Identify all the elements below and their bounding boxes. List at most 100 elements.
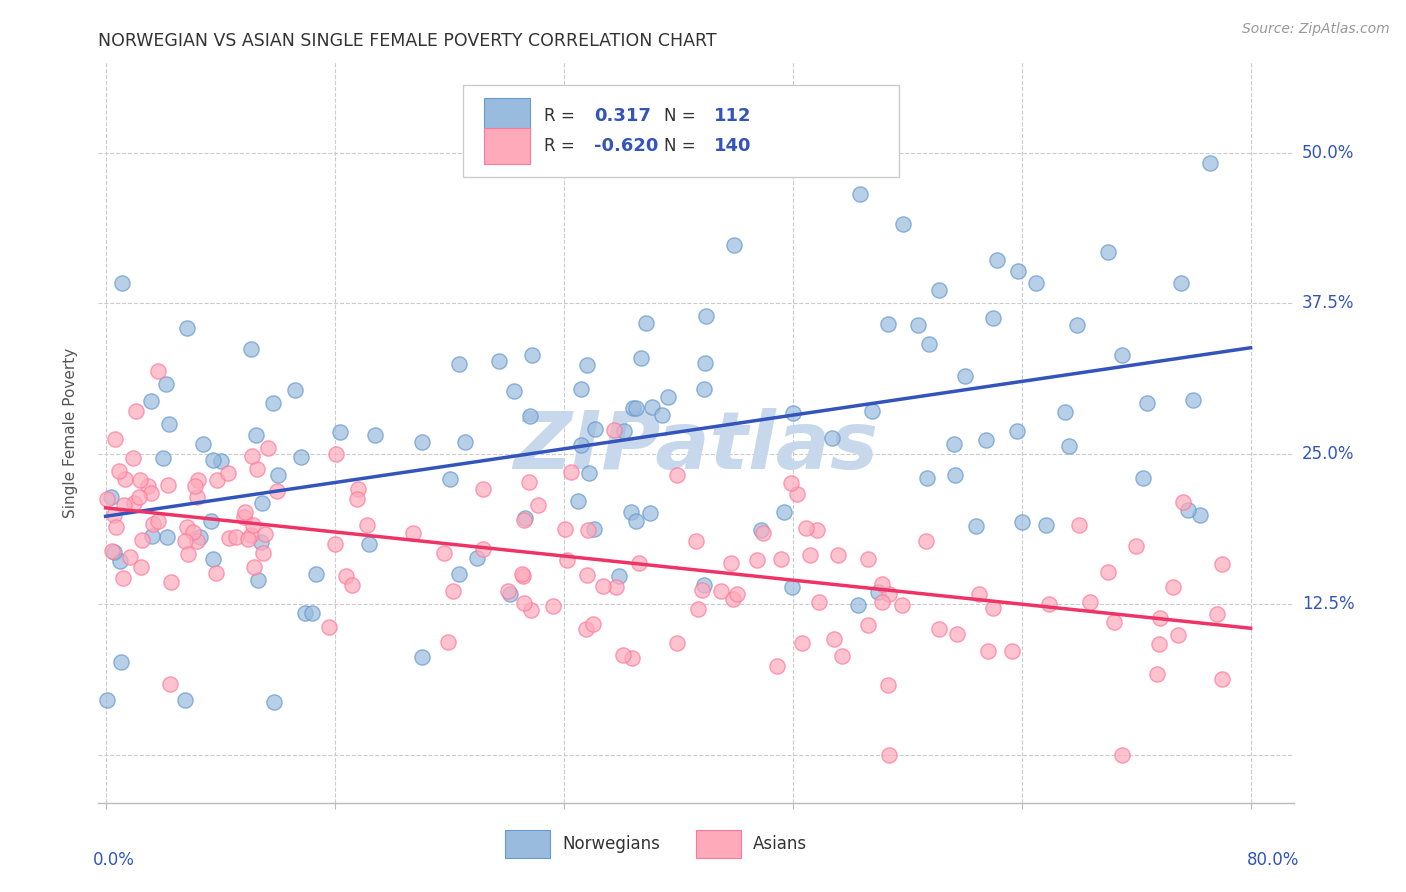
Point — [620, 650, 643, 665]
Point — [188, 531, 211, 545]
Point — [603, 424, 626, 438]
Point — [128, 491, 150, 505]
Point — [693, 578, 716, 592]
Point — [242, 518, 264, 533]
Point — [1199, 156, 1222, 170]
Text: 112: 112 — [714, 107, 751, 125]
Point — [1035, 518, 1057, 533]
Point — [111, 276, 134, 290]
Point — [630, 351, 652, 365]
Point — [1135, 396, 1157, 410]
Point — [176, 520, 198, 534]
Point — [346, 491, 368, 506]
Text: Norwegians: Norwegians — [562, 835, 659, 853]
Text: 50.0%: 50.0% — [1302, 144, 1354, 161]
Point — [512, 568, 534, 582]
Point — [138, 479, 160, 493]
Point — [946, 627, 969, 641]
Point — [770, 552, 793, 566]
Point — [641, 400, 664, 414]
Point — [943, 467, 966, 482]
Point — [96, 692, 118, 706]
Point — [204, 566, 226, 581]
Point — [1066, 318, 1088, 332]
Point — [112, 498, 135, 512]
Point — [411, 434, 433, 449]
Point — [690, 583, 713, 598]
Bar — [485, 128, 530, 164]
Point — [181, 525, 204, 540]
Point — [620, 505, 643, 519]
Point — [790, 636, 813, 650]
Point — [156, 478, 179, 492]
Point — [512, 513, 534, 527]
Point — [465, 550, 488, 565]
Point — [1111, 348, 1133, 362]
Point — [799, 548, 821, 562]
Point — [974, 433, 997, 447]
Point — [202, 453, 225, 467]
Point — [449, 357, 471, 371]
Point — [290, 450, 312, 464]
Point — [1007, 264, 1029, 278]
Point — [152, 450, 174, 465]
Point — [141, 394, 163, 409]
Point — [1211, 557, 1233, 571]
Point — [124, 496, 146, 510]
Point — [915, 471, 938, 485]
Point — [876, 678, 898, 692]
Point — [831, 649, 853, 664]
Point — [877, 747, 900, 762]
Point — [856, 552, 879, 566]
Point — [624, 514, 647, 528]
Point — [139, 486, 162, 500]
Point — [780, 476, 803, 491]
Point — [749, 523, 772, 537]
Point — [607, 569, 630, 583]
Point — [245, 427, 267, 442]
Point — [581, 617, 603, 632]
Point — [104, 520, 127, 534]
Point — [747, 553, 769, 567]
Point — [1097, 245, 1119, 260]
Point — [624, 401, 647, 415]
Point — [503, 384, 526, 398]
Point — [129, 559, 152, 574]
Point — [640, 506, 662, 520]
Point — [578, 466, 600, 480]
Point — [827, 548, 849, 562]
Point — [567, 494, 589, 508]
Point — [1053, 405, 1076, 419]
Point — [496, 583, 519, 598]
Point — [1132, 471, 1154, 485]
Point — [915, 533, 938, 548]
Point — [257, 442, 280, 456]
Point — [977, 643, 1000, 657]
Point — [411, 650, 433, 665]
Point — [186, 533, 208, 548]
Point — [510, 567, 533, 582]
Text: 140: 140 — [714, 137, 751, 155]
Point — [111, 570, 134, 584]
Point — [928, 283, 950, 297]
Text: R =: R = — [544, 107, 581, 125]
Point — [786, 487, 808, 501]
Point — [928, 622, 950, 636]
Point — [329, 425, 352, 439]
Point — [263, 694, 285, 708]
Point — [1011, 515, 1033, 529]
Point — [891, 599, 914, 613]
Point — [100, 490, 122, 504]
Point — [1057, 439, 1080, 453]
Point — [218, 531, 240, 545]
Point — [141, 529, 163, 543]
Point — [108, 554, 131, 568]
Point — [576, 523, 599, 537]
Point — [513, 510, 536, 524]
Point — [1078, 595, 1101, 609]
Point — [233, 510, 256, 524]
Y-axis label: Single Female Poverty: Single Female Poverty — [63, 348, 77, 517]
Point — [1147, 637, 1170, 651]
Point — [191, 437, 214, 451]
Point — [155, 376, 177, 391]
